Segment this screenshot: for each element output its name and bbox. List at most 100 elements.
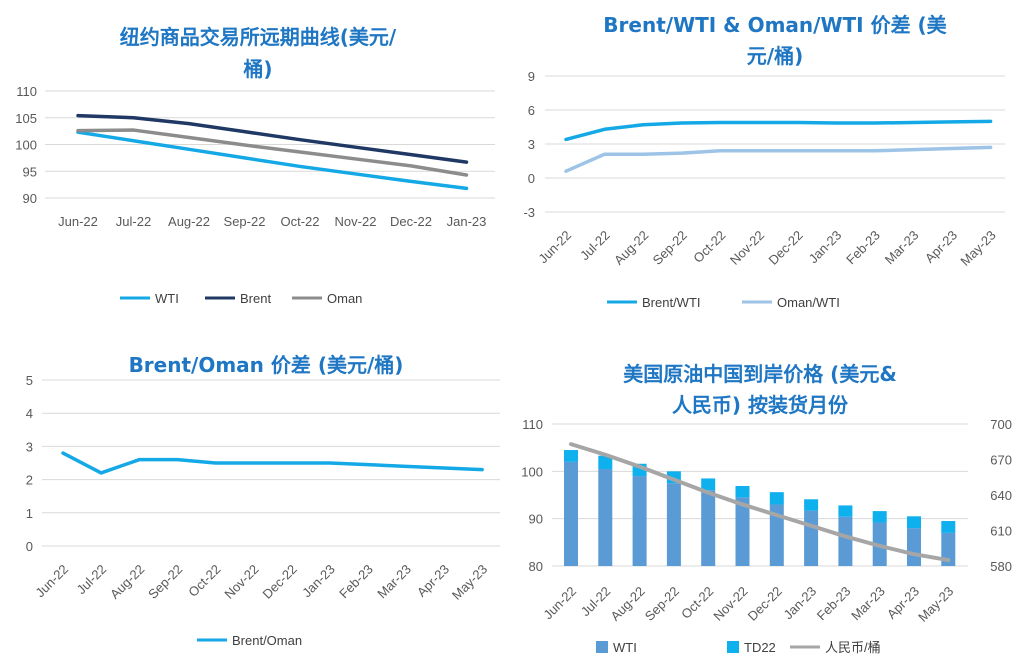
forward-curve-y-tick-label: 90 xyxy=(23,191,37,206)
wti-spread-oman-wti-line xyxy=(564,145,993,173)
landed-price-td22-bar xyxy=(838,505,853,517)
landed-price-wti-bar xyxy=(598,468,613,566)
brent-oman-x-tick-label: Feb-23 xyxy=(336,562,376,602)
landed-price-title-line-1: 人民币) 按装货月份 xyxy=(672,393,849,417)
forward-curve-y-tick-label: 95 xyxy=(23,164,37,179)
landed-price-x-tick-label: Mar-23 xyxy=(848,584,888,624)
wti-spread-y-tick-label: -3 xyxy=(523,205,535,220)
forward-curve-x-tick-label: Aug-22 xyxy=(168,214,210,229)
landed-price-x-tick-label: Oct-22 xyxy=(678,584,716,622)
brent-oman-x-tick-label: Oct-22 xyxy=(185,562,223,600)
wti-spread-x-tick-label: Mar-23 xyxy=(882,228,922,268)
forward-curve-x-tick-label: Dec-22 xyxy=(390,214,432,229)
forward-curve-x-tick-label: Sep-22 xyxy=(224,214,266,229)
landed-price-wti-bar xyxy=(907,528,921,566)
wti-spread-y-tick-label: 6 xyxy=(528,103,535,118)
landed-price-rmb-line xyxy=(569,442,951,563)
china-landed-price-chart: 美国原油中国到岸价格 (美元&人民币) 按装货月份 80 90 100 110 580 61… xyxy=(521,362,1012,655)
landed-price-x-tick-label: Nov-22 xyxy=(710,584,750,624)
landed-price-x-tick-label: May-23 xyxy=(915,584,956,625)
landed-price-x-tick-label: Jan-23 xyxy=(781,584,820,623)
forward-curve-y-tick-label: 105 xyxy=(15,111,37,126)
landed-price-td22-bar xyxy=(769,492,784,505)
wti-spread-title-line-0: Brent/WTI & Oman/WTI 价差 (美 xyxy=(603,13,947,37)
brent-oman-x-tick-label: Jan-23 xyxy=(299,562,338,601)
landed-price-td22-bar xyxy=(941,521,956,533)
wti-spread-x-tick-label: Oct-22 xyxy=(690,228,728,266)
brent-oman-x-tick-label: Jul-22 xyxy=(74,562,110,598)
forward-curve-oman-line xyxy=(76,128,469,177)
forward-curve-x-tick-label: Jul-22 xyxy=(116,214,151,229)
wti-spread-x-tick-label: Dec-22 xyxy=(765,228,805,268)
wti-spread-x-tick-label: Aug-22 xyxy=(611,228,651,268)
wti-spread-x-tick-label: May-23 xyxy=(957,228,998,269)
forward-curve-wti-legend-label: WTI xyxy=(155,291,179,306)
landed-price-wti-legend-label: WTI xyxy=(613,640,637,655)
wti-spread-x-tick-label: Jan-23 xyxy=(806,228,845,267)
landed-price-wti-bar xyxy=(735,497,750,566)
landed-price-td22-legend-label: TD22 xyxy=(744,640,776,655)
forward-curve-oman-legend-label: Oman xyxy=(327,291,362,306)
landed-price-title-line-0: 美国原油中国到岸价格 (美元& xyxy=(623,362,897,386)
landed-price-x-tick-label: Sep-22 xyxy=(642,584,682,624)
forward-curve-brent-line xyxy=(76,113,469,164)
landed-price-td22-bar xyxy=(804,499,819,511)
landed-price-td22-bar xyxy=(701,478,716,491)
brent-oman-title-line-0: Brent/Oman 价差 (美元/桶) xyxy=(129,353,404,377)
brent-oman-line xyxy=(61,451,484,475)
landed-price-td22-bar xyxy=(735,486,750,498)
forward-curve-title-line-1: 桶) xyxy=(243,57,272,81)
landed-price-y2-tick-label: 640 xyxy=(990,488,1012,503)
brent-oman-x-tick-label: Dec-22 xyxy=(259,562,299,602)
landed-price-y-tick-label: 110 xyxy=(522,417,543,432)
landed-price-wti-bar xyxy=(804,510,819,566)
landed-price-y-tick-label: 90 xyxy=(529,512,543,527)
forward-curve-x-tick-label: Nov-22 xyxy=(335,214,377,229)
landed-price-td22-bar xyxy=(564,450,578,462)
wti-spread-x-tick-label: Jun-22 xyxy=(535,228,574,267)
brent-oman-spread-chart: Brent/Oman 价差 (美元/桶) 0 1 2 3 4 5 Jun-22 Jul-22Au… xyxy=(26,353,500,648)
brent-oman-y-tick-label: 0 xyxy=(26,539,33,554)
brent-oman-x-tick-label: Apr-23 xyxy=(414,562,452,600)
forward-curve-brent-legend-label: Brent xyxy=(240,291,271,306)
brent-oman-legend-label: Brent/Oman xyxy=(232,633,302,648)
landed-price-x-tick-label: Jun-22 xyxy=(540,584,579,623)
brent-oman-y-tick-label: 5 xyxy=(26,373,33,388)
landed-price-y-tick-label: 100 xyxy=(521,464,543,479)
landed-price-td22-legend-swatch xyxy=(727,641,739,653)
landed-price-y2-tick-label: 700 xyxy=(990,417,1012,432)
brent-oman-x-tick-label: May-23 xyxy=(449,562,490,603)
wti-spread-brent-wti-line xyxy=(564,119,993,142)
brent-oman-y-tick-label: 4 xyxy=(26,406,33,421)
wti-spread-y-tick-label: 9 xyxy=(528,69,535,84)
landed-price-y2-tick-label: 580 xyxy=(990,559,1012,574)
forward-curve-wti-line xyxy=(76,130,469,191)
wti-spread-y-tick-label: 0 xyxy=(528,171,535,186)
brent-oman-x-tick-label: Mar-23 xyxy=(374,562,414,602)
forward-curve-x-tick-label: Oct-22 xyxy=(280,214,319,229)
landed-price-wti-bar xyxy=(838,516,853,566)
forward-curve-chart: 纽约商品交易所远期曲线(美元/桶) 90 95 100 105 110 Jun-22 Jul-… xyxy=(15,25,495,306)
brent-oman-x-tick-label: Nov-22 xyxy=(221,562,261,602)
wti-spread-x-tick-label: Nov-22 xyxy=(727,228,767,268)
landed-price-wti-bar xyxy=(701,490,716,566)
forward-curve-title-line-0: 纽约商品交易所远期曲线(美元/ xyxy=(120,25,397,49)
landed-price-wti-bar xyxy=(666,483,681,566)
landed-price-wti-bar xyxy=(769,504,784,566)
landed-price-y2-tick-label: 670 xyxy=(990,453,1012,468)
landed-price-td22-bar xyxy=(907,516,921,529)
landed-price-td22-bar xyxy=(598,455,613,469)
landed-price-wti-bar xyxy=(632,476,647,566)
landed-price-td22-bar xyxy=(872,511,887,523)
wti-spread-brent-wti-legend-label: Brent/WTI xyxy=(642,295,701,310)
landed-price-rmb-legend-label: 人民币/桶 xyxy=(825,640,881,655)
brent-oman-x-tick-label: Jun-22 xyxy=(32,562,71,601)
landed-price-x-tick-label: Dec-22 xyxy=(745,584,785,624)
wti-spread-x-tick-label: Jul-22 xyxy=(577,228,613,264)
landed-price-y2-tick-label: 610 xyxy=(990,524,1012,539)
wti-spread-y-tick-label: 3 xyxy=(528,137,535,152)
wti-spread-oman-wti-legend-label: Oman/WTI xyxy=(777,295,840,310)
brent-oman-x-tick-label: Sep-22 xyxy=(145,562,185,602)
forward-curve-y-tick-label: 110 xyxy=(16,84,37,99)
